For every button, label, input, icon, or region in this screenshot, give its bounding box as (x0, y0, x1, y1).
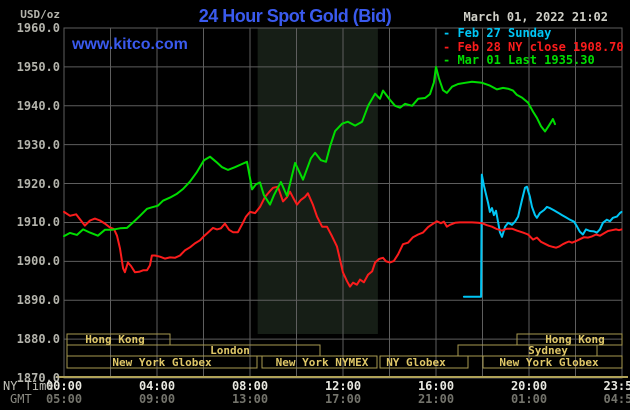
x-tick-gmt: 04:59 (603, 392, 630, 406)
ny-time-axis-label: NY Time (3, 379, 54, 393)
session-label: New York Globex (499, 356, 599, 369)
y-axis-unit-label: USD/oz (20, 8, 60, 21)
price-line-cyan (462, 173, 623, 298)
x-tick-gmt: 05:00 (45, 392, 83, 406)
session-box (261, 355, 378, 369)
chart-legend: - Feb 27 Sunday - Feb 28 NY close 1908.70… (443, 26, 624, 68)
x-tick-ny-time: 20:00 (510, 379, 548, 393)
nymex-session-band (257, 28, 378, 334)
legend-item: - Mar 01 Last 1935.30 (443, 53, 595, 67)
y-tick-label: 1890.0 (16, 293, 60, 308)
session-box (379, 355, 469, 369)
session-label: Hong Kong (545, 333, 605, 346)
price-line-red (63, 185, 623, 288)
session-box (482, 355, 623, 369)
x-tick-gmt: 09:00 (138, 392, 176, 406)
legend-item: - Feb 27 Sunday (443, 26, 552, 40)
session-box (66, 355, 258, 369)
chart-datetime: March 01, 2022 21:02 (463, 10, 609, 24)
session-label: Sydney (528, 344, 568, 357)
session-label: London (210, 344, 250, 357)
y-tick-label: 1920.0 (16, 176, 60, 191)
session-label: Hong Kong (85, 333, 145, 346)
y-tick-label: 1870.0 (16, 371, 60, 385)
y-tick-label: 1930.0 (16, 137, 60, 152)
x-tick-ny-time: 23:59 (603, 379, 630, 393)
y-tick-label: 1950.0 (16, 59, 60, 74)
x-tick-ny-time: 16:00 (417, 379, 455, 393)
kitco-watermark: www.kitco.com (72, 36, 188, 53)
y-tick-label: 1900.0 (16, 254, 60, 269)
session-label: New York Globex (112, 356, 212, 369)
y-tick-label: 1960.0 (16, 21, 60, 35)
session-label: New York NYMEX (276, 356, 369, 369)
page-title: 24 Hour Spot Gold (Bid) (198, 6, 392, 26)
x-tick-gmt: 13:00 (231, 392, 269, 406)
x-tick-ny-time: 08:00 (231, 379, 269, 393)
x-tick-ny-time: 12:00 (324, 379, 362, 393)
gmt-axis-label: GMT (10, 392, 32, 406)
x-tick-gmt: 01:00 (510, 392, 548, 406)
x-tick-ny-time: 00:00 (45, 379, 83, 393)
y-tick-label: 1910.0 (16, 215, 60, 230)
legend-item: - Feb 28 NY close 1908.70 (443, 39, 624, 54)
x-tick-gmt: 21:00 (417, 392, 455, 406)
y-tick-label: 1940.0 (16, 98, 60, 113)
y-tick-label: 1880.0 (16, 332, 60, 347)
price-line-green (63, 65, 556, 238)
session-box (66, 344, 321, 357)
x-tick-gmt: 17:00 (324, 392, 362, 406)
x-tick-ny-time: 04:00 (138, 379, 176, 393)
session-label: NY Globex (386, 356, 446, 369)
